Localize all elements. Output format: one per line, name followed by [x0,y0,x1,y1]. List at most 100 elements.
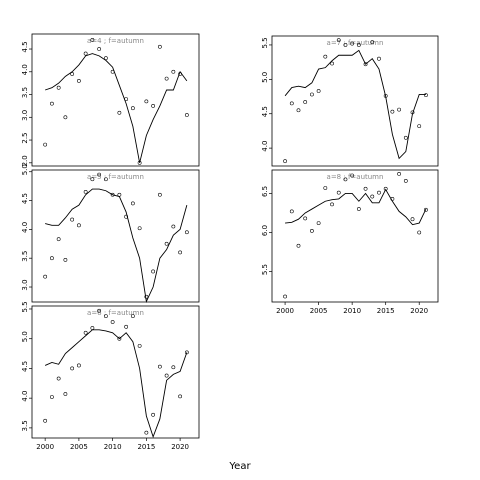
data-point [56,85,61,90]
data-point [283,159,287,164]
x-tick-label: 2000 [276,307,294,315]
x-tick-label: 2010 [343,307,361,315]
data-point [103,177,108,182]
y-tick-label: 3.0 [21,110,29,121]
data-point [316,89,321,93]
data-point [296,243,301,248]
panel-frame [271,169,439,303]
data-point [70,366,75,371]
y-tick-label: 4.5 [21,41,29,52]
data-point [164,241,169,246]
data-point [63,392,68,396]
data-point [310,92,314,97]
x-tick-label: 2015 [377,307,395,315]
data-point [310,229,314,233]
data-point [403,135,408,140]
x-tick-label: 2015 [137,443,155,451]
y-tick-label: 3.5 [21,251,29,262]
data-point [103,56,108,61]
panel-frame [271,35,439,167]
data-point [403,179,408,183]
data-point [50,395,54,399]
data-point [50,256,54,261]
data-point [289,101,294,106]
data-point [296,108,301,113]
data-point [184,230,189,235]
data-point [164,76,169,81]
data-point [363,186,368,191]
data-point [424,93,428,98]
data-point [83,330,88,335]
y-tick-label: 6.5 [261,186,269,197]
y-tick-label: 3.0 [21,279,29,290]
y-tick-label: 2.0 [21,155,29,166]
data-point [110,320,115,324]
y-tick-label: 5.5 [261,37,269,48]
data-point [157,364,162,369]
data-point [178,394,183,399]
data-point [56,376,61,381]
data-point [343,177,348,182]
data-point [70,217,75,222]
data-point [316,221,321,226]
trend-line [44,329,188,439]
data-point [157,192,162,197]
data-point [130,201,135,206]
data-point [336,190,341,195]
panel-title: a=5 ; f=autumn [87,173,144,181]
data-point [97,172,102,177]
data-point [50,101,54,106]
data-point [117,336,122,341]
data-point [323,54,328,59]
panel-title: a=6 ; f=autumn [87,309,144,317]
data-point [343,43,348,47]
y-tick-label: 5.5 [261,264,269,275]
y-tick-label: 4.5 [261,106,269,117]
data-point [283,294,287,299]
data-point [171,224,176,229]
x-tick-label: 2010 [104,443,122,451]
data-point [83,51,88,56]
x-axis-label: Year [228,461,251,472]
data-point [117,110,122,115]
y-tick-label: 3.5 [21,420,29,431]
data-point [137,226,142,231]
data-point [137,343,142,348]
x-tick-label: 2020 [171,443,189,451]
data-point [151,269,156,274]
y-tick-label: 2.5 [21,132,29,143]
panel-frame [31,305,200,439]
data-point [130,106,135,111]
data-point [350,173,355,178]
data-point [151,412,156,417]
y-tick-label: 5.0 [21,164,29,175]
data-point [90,177,95,182]
y-tick-label: 4.0 [21,391,29,402]
data-point [124,324,129,329]
data-point [97,308,102,313]
data-point [289,209,294,214]
y-tick-label: 4.5 [21,361,29,372]
data-point [103,314,108,319]
data-point [417,230,422,235]
data-point [144,294,149,299]
data-point [303,100,308,104]
data-point [397,172,401,176]
data-point [303,216,308,221]
x-tick-label: 2005 [310,307,328,315]
data-point [336,38,341,43]
panel-frame [31,33,200,167]
data-point [377,56,381,61]
data-point [144,99,149,104]
data-point [370,40,375,45]
data-point [184,113,189,117]
data-point [356,43,361,47]
y-tick-label: 5.5 [21,301,29,312]
data-point [377,190,381,195]
data-point [424,207,428,212]
data-point [157,44,162,49]
panel-title: a=4 ; f=autumn [87,37,144,45]
x-tick-label: 2000 [36,443,54,451]
trend-line [284,49,426,160]
